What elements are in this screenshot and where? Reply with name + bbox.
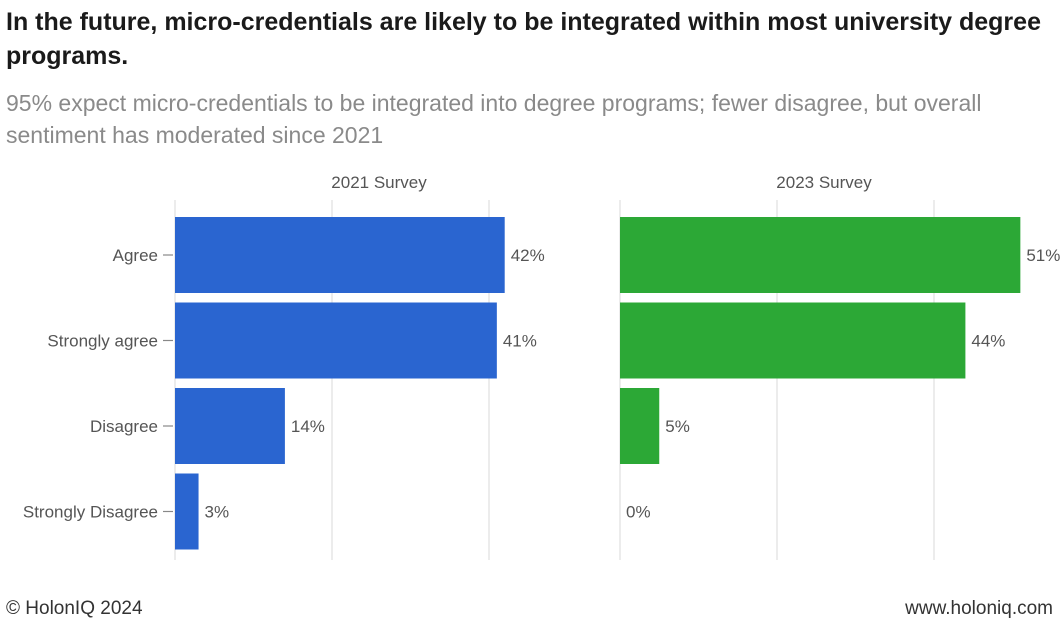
data-label-2023-survey-disagree: 5% [665, 417, 690, 436]
bar-2021-survey-strongly-disagree[interactable] [175, 473, 199, 550]
data-label-2023-survey-strongly-agree: 44% [971, 332, 1005, 351]
bar-2023-survey-agree[interactable] [620, 217, 1021, 293]
y-tick-label-strongly-agree: Strongly agree [47, 332, 158, 351]
data-label-2023-survey-strongly-disagree: 0% [626, 503, 651, 522]
copyright-text: © HolonIQ 2024 [6, 598, 143, 619]
panel-header-2023-survey: 2023 Survey [776, 173, 872, 192]
chart-title: In the future, micro-credentials are lik… [6, 8, 1041, 70]
data-label-2021-survey-agree: 42% [511, 246, 545, 265]
data-label-2021-survey-strongly-disagree: 3% [205, 503, 230, 522]
bar-2021-survey-strongly-agree[interactable] [175, 302, 497, 379]
website-link[interactable]: www.holoniq.com [905, 598, 1053, 619]
bar-2023-survey-disagree[interactable] [620, 388, 660, 464]
panel-header-2021-survey: 2021 Survey [331, 173, 427, 192]
data-label-2021-survey-disagree: 14% [291, 417, 325, 436]
y-tick-label-agree: Agree [113, 246, 158, 265]
data-label-2021-survey-strongly-agree: 41% [503, 332, 537, 351]
bar-2023-survey-strongly-agree[interactable] [620, 302, 966, 379]
chart-subtitle: 95% expect micro-credentials to be integ… [6, 90, 982, 148]
y-tick-label-strongly-disagree: Strongly Disagree [23, 503, 158, 522]
bar-2021-survey-agree[interactable] [175, 217, 505, 293]
bar-2021-survey-disagree[interactable] [175, 388, 285, 464]
y-tick-label-disagree: Disagree [90, 417, 158, 436]
data-label-2023-survey-agree: 51% [1026, 246, 1060, 265]
